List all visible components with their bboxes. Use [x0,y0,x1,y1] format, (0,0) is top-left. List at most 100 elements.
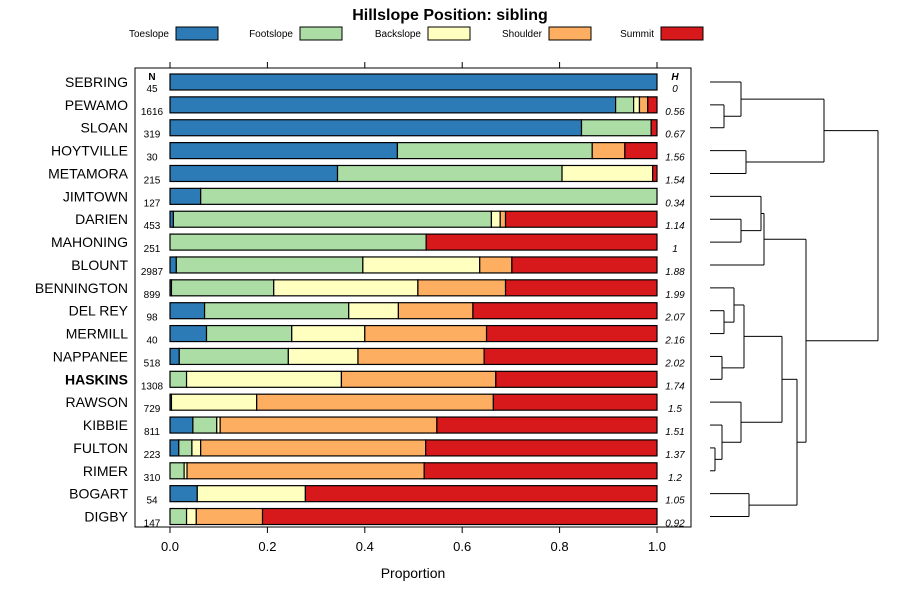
bar-sloan-summit [650,119,658,137]
bar-fulton-footslope [178,439,193,457]
n-value: 2987 [141,267,164,278]
h-value: 1.88 [665,267,685,278]
h-value: 0.56 [665,107,685,118]
bar-sloan-footslope [580,119,652,137]
bar-kibbie-toeslope [169,416,194,434]
bar-rimer-footslope [169,462,185,480]
bar-digby-footslope [169,507,188,526]
bar-fulton-backslope [191,439,202,457]
bar-pewamo-summit [647,96,658,114]
soil-label: NAPPANEE [53,348,128,364]
bar-bennington-backslope [273,279,419,297]
bar-bogart-backslope [196,485,306,503]
h-value: 1.51 [665,427,684,438]
n-value: 45 [146,84,158,95]
bar-darien-shoulder [499,210,507,228]
n-value: 899 [144,290,161,301]
h-value: 1.05 [665,496,685,507]
bar-darien-backslope [490,210,501,228]
soil-label: DARIEN [75,211,128,227]
h-value: 1 [672,244,678,255]
bar-del-rey-footslope [203,302,350,320]
n-value: 30 [146,153,158,164]
legend-label-shoulder: Shoulder [502,29,543,40]
soil-label: METAMORA [48,165,129,181]
bar-del-rey-shoulder [397,302,474,320]
bar-bogart-summit [304,485,658,503]
bar-digby-backslope [185,507,197,526]
bar-fulton-summit [425,439,658,457]
bar-del-rey-backslope [348,302,400,320]
soil-label: JIMTOWN [63,188,128,204]
bar-pewamo-backslope [633,96,641,114]
soil-label: BOGART [69,486,128,502]
bar-hoytville-shoulder [591,142,626,160]
n-value: 147 [144,519,161,530]
bar-kibbie-footslope [192,416,218,434]
h-header: H [671,72,679,83]
legend-label-toeslope: Toeslope [129,29,169,40]
n-value: 215 [144,175,161,186]
soil-label: KIBBIE [83,417,128,433]
bar-mahoning-footslope [169,233,427,251]
n-value: 1616 [141,107,164,118]
legend-label-backslope: Backslope [375,29,422,40]
n-value: 223 [144,450,161,461]
h-value: 1.2 [668,473,682,484]
bar-metamora-footslope [336,164,563,183]
bar-hoytville-footslope [396,142,593,160]
x-tick-label: 0.0 [161,539,179,554]
h-value: 2.16 [664,336,685,347]
bar-nappanee-backslope [287,347,359,366]
n-value: 319 [144,130,161,141]
bar-del-rey-toeslope [169,302,206,320]
legend-label-footslope: Footslope [249,29,293,40]
dendrogram [710,81,879,518]
bar-sloan-toeslope [169,119,583,137]
n-header: N [148,72,155,83]
h-value: 1.74 [665,381,685,392]
bar-nappanee-footslope [178,347,289,366]
legend-swatch-backslope [427,26,471,41]
bar-fulton-shoulder [200,439,427,457]
legend-swatch-footslope [299,26,343,41]
n-value: 453 [144,221,161,232]
bar-haskins-summit [495,370,658,388]
bar-nappanee-toeslope [169,347,180,366]
bar-hoytville-summit [624,142,658,160]
plot-panel [134,67,692,528]
bar-nappanee-summit [483,347,658,366]
soil-label: DIGBY [84,509,128,525]
h-value: 0 [672,84,678,95]
n-value: 1308 [141,381,164,392]
n-value: 127 [144,198,161,209]
x-tick-label: 1.0 [648,539,666,554]
bar-haskins-footslope [169,370,188,388]
soil-label: MERMILL [66,326,128,342]
h-value: 2.02 [664,358,685,369]
n-value: 811 [144,427,160,438]
bar-metamora-toeslope [169,164,339,183]
bar-haskins-backslope [185,370,343,388]
n-value: 98 [146,313,158,324]
bar-pewamo-shoulder [638,96,649,114]
bar-bennington-footslope [170,279,275,297]
n-value: 518 [144,358,161,369]
soil-label: SEBRING [65,74,128,90]
h-value: 0.34 [665,198,685,209]
soil-label: BLOUNT [71,257,128,273]
bar-blount-shoulder [479,256,513,274]
n-value: 251 [144,244,161,255]
bar-bennington-summit [504,279,658,297]
x-tick-label: 0.4 [356,539,374,554]
bar-kibbie-summit [436,416,658,434]
x-tick-label: 0.6 [453,539,471,554]
n-value: 729 [144,404,161,415]
x-tick-label: 0.2 [258,539,276,554]
soil-label: SLOAN [81,120,128,136]
soil-label: FULTON [73,440,128,456]
h-value: 1.99 [665,290,685,301]
bar-mermill-backslope [291,324,366,343]
soil-label: HOYTVILLE [51,143,128,159]
